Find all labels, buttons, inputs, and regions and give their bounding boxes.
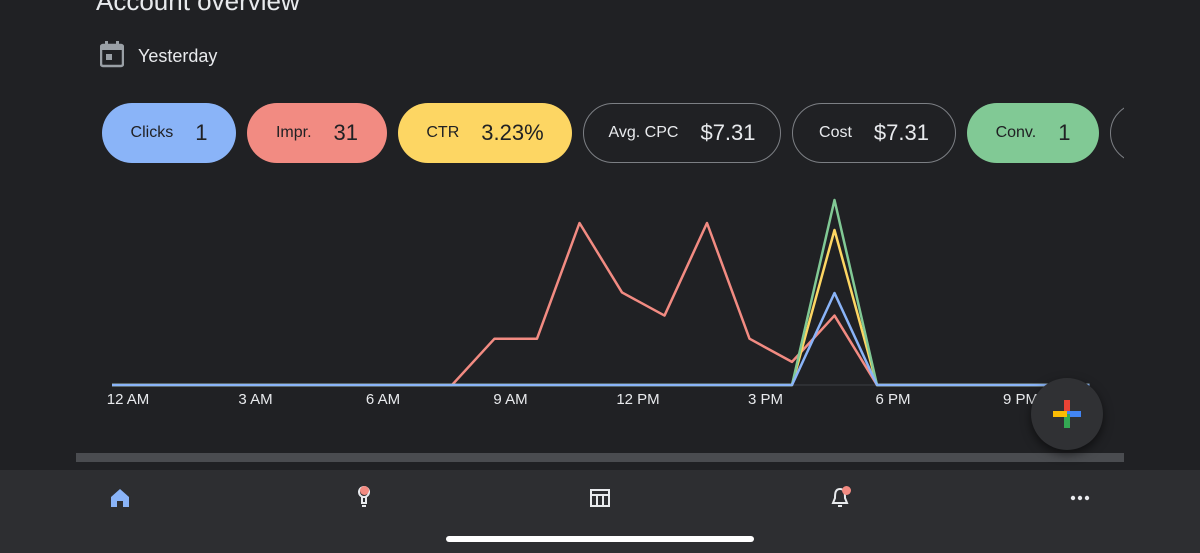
- plus-icon: [1053, 400, 1081, 428]
- notification-badge: [842, 486, 851, 495]
- nav-campaigns[interactable]: [580, 484, 620, 512]
- nav-recommendations[interactable]: [340, 484, 380, 512]
- notification-badge: [360, 486, 369, 495]
- home-icon: [111, 489, 129, 507]
- page-title: Account overview: [96, 0, 300, 16]
- metric-chip-impr[interactable]: Impr. 31: [247, 103, 387, 163]
- metric-value: 1: [1058, 120, 1071, 145]
- table-icon: [590, 489, 610, 507]
- metric-label: Clicks: [130, 124, 174, 141]
- metric-chip-conv[interactable]: Conv. 1: [967, 103, 1099, 163]
- metric-label: Impr.: [275, 124, 312, 141]
- nav-overview[interactable]: [100, 484, 140, 512]
- series-line-ctr: [112, 228, 1090, 387]
- nav-more[interactable]: [1060, 484, 1100, 512]
- x-tick-label: 6 AM: [366, 391, 400, 408]
- chart-series: [112, 198, 1090, 387]
- x-tick-label: 6 PM: [875, 391, 910, 408]
- x-tick-label: 3 PM: [748, 391, 783, 408]
- metric-chips: Clicks 1 Impr. 31 CTR 3.23% Avg. CPC $7.…: [102, 103, 1124, 165]
- x-tick-label: 9 AM: [493, 391, 527, 408]
- metric-value: $7.31: [873, 120, 929, 145]
- horizontal-scrollbar[interactable]: [76, 453, 1124, 462]
- series-line-impr: [112, 221, 1090, 387]
- lightbulb-icon: [358, 486, 370, 507]
- metric-chip-ctr[interactable]: CTR 3.23%: [398, 103, 572, 163]
- home-indicator: [446, 536, 754, 542]
- series-line-conv: [112, 198, 1090, 387]
- metric-chip-cost[interactable]: Cost $7.31: [792, 103, 956, 163]
- metric-chip-clicks[interactable]: Clicks 1: [102, 103, 236, 163]
- metric-value: $7.31: [700, 120, 756, 145]
- metric-label: Conv.: [995, 124, 1037, 141]
- metric-chip-more[interactable]: [1110, 103, 1124, 163]
- x-tick-label: 12 AM: [107, 391, 150, 408]
- metric-value: 1: [195, 120, 208, 145]
- metric-value: 3.23%: [481, 120, 544, 145]
- metric-label: Avg. CPC: [608, 124, 679, 141]
- calendar-icon: [99, 40, 125, 73]
- x-axis-ticks: 12 AM 3 AM 6 AM 9 AM 12 PM 3 PM 6 PM 9 PM: [107, 391, 1038, 408]
- metric-value: 31: [333, 120, 359, 145]
- more-horiz-icon: [1070, 495, 1090, 501]
- metric-label: Cost: [819, 124, 852, 141]
- x-tick-label: 12 PM: [616, 391, 659, 408]
- x-tick-label: 9 PM: [1003, 391, 1038, 408]
- nav-notifications[interactable]: [820, 484, 860, 512]
- date-range-label: Yesterday: [138, 45, 218, 66]
- date-range-selector[interactable]: Yesterday: [99, 40, 218, 73]
- create-button[interactable]: [1031, 378, 1103, 450]
- metric-label: CTR: [426, 124, 460, 141]
- x-tick-label: 3 AM: [238, 391, 272, 408]
- series-line-clicks: [112, 291, 1090, 387]
- performance-chart: 12 AM 3 AM 6 AM 9 AM 12 PM 3 PM 6 PM 9 PM: [107, 198, 1090, 408]
- metric-chip-avg-cpc[interactable]: Avg. CPC $7.31: [583, 103, 781, 163]
